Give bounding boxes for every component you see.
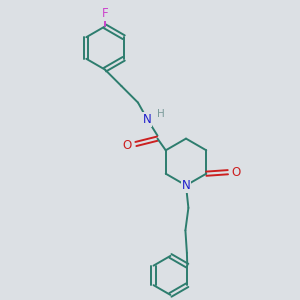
Text: H: H [157, 109, 164, 119]
Text: O: O [232, 166, 241, 179]
Text: F: F [102, 7, 108, 20]
Text: O: O [123, 139, 132, 152]
Text: N: N [182, 179, 190, 192]
Text: N: N [142, 112, 152, 126]
